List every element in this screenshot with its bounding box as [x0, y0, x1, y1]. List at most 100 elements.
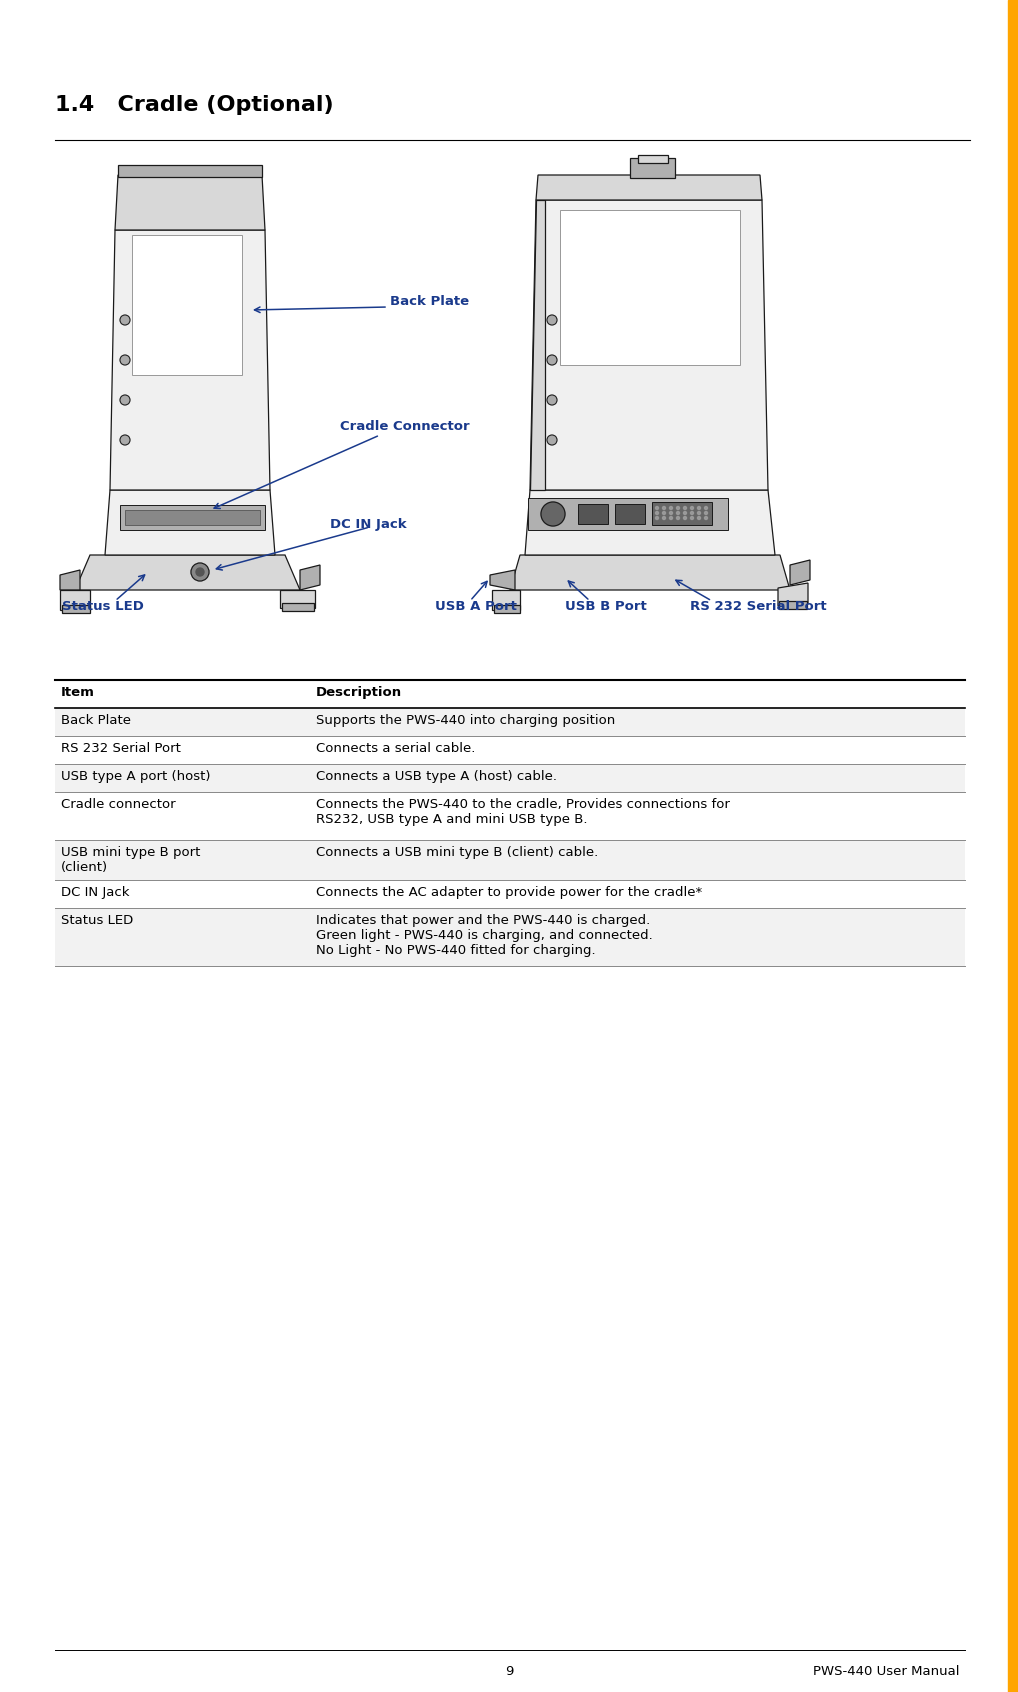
Bar [652, 503, 712, 525]
Text: RS 232 Serial Port: RS 232 Serial Port [690, 601, 827, 613]
Circle shape [670, 506, 673, 509]
Circle shape [196, 569, 204, 575]
Polygon shape [790, 560, 810, 585]
Bar [55, 707, 965, 736]
Polygon shape [300, 565, 320, 591]
Text: Back Plate: Back Plate [61, 714, 131, 728]
Text: Connects a serial cable.: Connects a serial cable. [316, 743, 475, 755]
Circle shape [547, 315, 557, 325]
Bar [494, 606, 520, 613]
Circle shape [704, 506, 708, 509]
Circle shape [663, 506, 666, 509]
Circle shape [656, 511, 659, 514]
Text: Connects the AC adapter to provide power for the cradle*: Connects the AC adapter to provide power… [316, 887, 702, 898]
Text: PWS-440 User Manual: PWS-440 User Manual [813, 1665, 960, 1678]
Text: Cradle connector: Cradle connector [61, 799, 176, 810]
Polygon shape [530, 200, 768, 491]
Bar [55, 765, 965, 792]
Circle shape [697, 516, 700, 519]
Text: 1.4   Cradle (Optional): 1.4 Cradle (Optional) [55, 95, 334, 115]
Bar [55, 839, 965, 880]
Bar [638, 156, 668, 162]
Circle shape [677, 506, 679, 509]
Text: USB mini type B port
(client): USB mini type B port (client) [61, 846, 201, 875]
Bar [779, 601, 807, 609]
Text: Item: Item [61, 685, 95, 699]
Circle shape [697, 506, 700, 509]
Bar [560, 210, 740, 365]
Bar [1008, 0, 1018, 1692]
Bar [125, 509, 260, 525]
Circle shape [120, 394, 130, 404]
Bar [55, 880, 965, 909]
Bar [528, 497, 728, 530]
Text: Status LED: Status LED [62, 601, 144, 613]
Text: Back Plate: Back Plate [390, 294, 469, 308]
Text: RS 232 Serial Port: RS 232 Serial Port [61, 743, 181, 755]
Polygon shape [110, 230, 270, 491]
Bar [132, 235, 242, 376]
Bar [615, 504, 645, 525]
Circle shape [656, 516, 659, 519]
Text: USB A Port: USB A Port [435, 601, 517, 613]
Bar [578, 504, 608, 525]
Polygon shape [490, 570, 515, 591]
Circle shape [547, 394, 557, 404]
Circle shape [683, 516, 686, 519]
Polygon shape [510, 555, 790, 591]
Circle shape [547, 355, 557, 365]
Circle shape [704, 516, 708, 519]
Text: Indicates that power and the PWS-440 is charged.
Green light - PWS-440 is chargi: Indicates that power and the PWS-440 is … [316, 914, 653, 958]
Polygon shape [778, 584, 808, 606]
Polygon shape [60, 591, 90, 611]
Text: USB B Port: USB B Port [565, 601, 646, 613]
Bar [55, 909, 965, 966]
Circle shape [191, 563, 209, 580]
Circle shape [656, 506, 659, 509]
Text: USB type A port (host): USB type A port (host) [61, 770, 211, 783]
Text: Status LED: Status LED [61, 914, 133, 927]
Text: DC IN Jack: DC IN Jack [330, 518, 406, 531]
Circle shape [541, 503, 565, 526]
Text: Connects the PWS-440 to the cradle, Provides connections for
RS232, USB type A a: Connects the PWS-440 to the cradle, Prov… [316, 799, 730, 826]
Circle shape [547, 435, 557, 445]
Circle shape [670, 511, 673, 514]
Circle shape [683, 506, 686, 509]
Circle shape [704, 511, 708, 514]
Circle shape [120, 355, 130, 365]
Circle shape [690, 511, 693, 514]
Text: Cradle Connector: Cradle Connector [340, 420, 469, 433]
Polygon shape [536, 174, 762, 200]
Circle shape [670, 516, 673, 519]
Polygon shape [60, 570, 80, 591]
Polygon shape [115, 174, 265, 230]
Circle shape [697, 511, 700, 514]
Bar [55, 736, 965, 765]
Polygon shape [530, 200, 545, 491]
Text: Supports the PWS-440 into charging position: Supports the PWS-440 into charging posit… [316, 714, 615, 728]
Circle shape [677, 516, 679, 519]
Text: DC IN Jack: DC IN Jack [61, 887, 129, 898]
Circle shape [677, 511, 679, 514]
Polygon shape [525, 491, 775, 555]
Bar [62, 606, 90, 613]
Bar [630, 157, 675, 178]
Circle shape [690, 506, 693, 509]
Polygon shape [280, 591, 315, 607]
Bar [120, 504, 265, 530]
Circle shape [120, 435, 130, 445]
Circle shape [663, 516, 666, 519]
Circle shape [690, 516, 693, 519]
Polygon shape [75, 555, 300, 591]
Text: Connects a USB type A (host) cable.: Connects a USB type A (host) cable. [316, 770, 557, 783]
Polygon shape [492, 591, 520, 611]
Circle shape [683, 511, 686, 514]
Circle shape [120, 315, 130, 325]
Bar [55, 792, 965, 839]
Text: Description: Description [316, 685, 402, 699]
Circle shape [663, 511, 666, 514]
Polygon shape [105, 491, 275, 555]
Text: Connects a USB mini type B (client) cable.: Connects a USB mini type B (client) cabl… [316, 846, 599, 860]
Bar [118, 166, 262, 178]
Text: 9: 9 [505, 1665, 513, 1678]
